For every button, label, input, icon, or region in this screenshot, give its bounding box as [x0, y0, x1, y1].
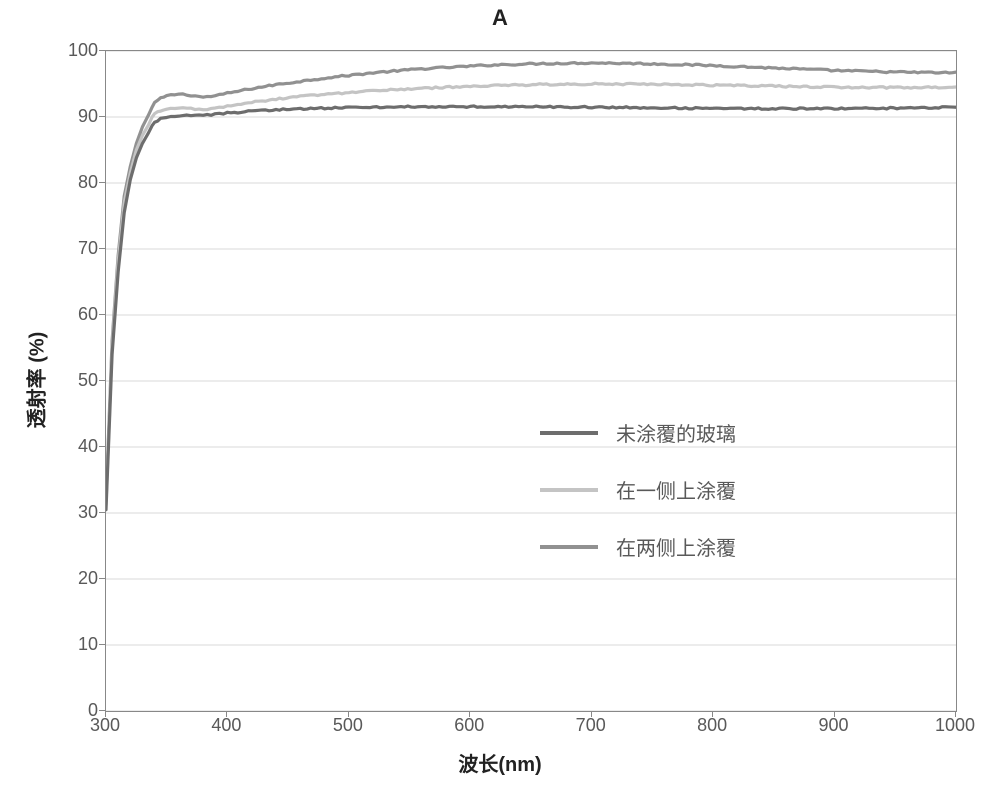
legend-row-both_sides: 在两侧上涂覆: [540, 532, 736, 561]
y-tick-label: 100: [58, 40, 98, 61]
legend-row-uncoated: 未涂覆的玻璃: [540, 418, 736, 447]
x-tick-label: 700: [576, 715, 606, 736]
x-tick-label: 800: [697, 715, 727, 736]
y-tick-label: 10: [58, 634, 98, 655]
plot-svg: [106, 51, 956, 711]
legend-swatch: [540, 431, 598, 435]
series-uncoated: [106, 106, 956, 510]
series-group: [106, 63, 956, 510]
grid: [106, 51, 956, 711]
x-tick-label: 900: [819, 715, 849, 736]
x-tick-label: 600: [454, 715, 484, 736]
x-tick-label: 500: [333, 715, 363, 736]
panel-label: A: [0, 5, 1000, 31]
series-one_side: [106, 83, 956, 505]
chart-container: A 透射率 (%) 波长(nm) 0102030405060708090100 …: [0, 0, 1000, 799]
legend-swatch: [540, 545, 598, 549]
y-tick-label: 30: [58, 502, 98, 523]
legend-label: 在两侧上涂覆: [616, 532, 736, 561]
y-tick-label: 20: [58, 568, 98, 589]
y-tick-label: 40: [58, 436, 98, 457]
x-tick-label: 300: [90, 715, 120, 736]
legend-swatch: [540, 488, 598, 492]
y-tick-label: 70: [58, 238, 98, 259]
legend: 未涂覆的玻璃在一侧上涂覆在两侧上涂覆: [540, 418, 736, 561]
x-tick-label: 1000: [935, 715, 975, 736]
legend-row-one_side: 在一侧上涂覆: [540, 475, 736, 504]
legend-label: 在一侧上涂覆: [616, 475, 736, 504]
y-tick-label: 80: [58, 172, 98, 193]
x-axis-title: 波长(nm): [0, 748, 1000, 777]
plot-area: [105, 50, 957, 712]
y-tick-label: 90: [58, 106, 98, 127]
y-tick-label: 50: [58, 370, 98, 391]
x-tick-label: 400: [211, 715, 241, 736]
y-tick-label: 60: [58, 304, 98, 325]
legend-label: 未涂覆的玻璃: [616, 418, 736, 447]
series-both_sides: [106, 63, 956, 502]
y-axis-title: 透射率 (%): [21, 332, 50, 429]
